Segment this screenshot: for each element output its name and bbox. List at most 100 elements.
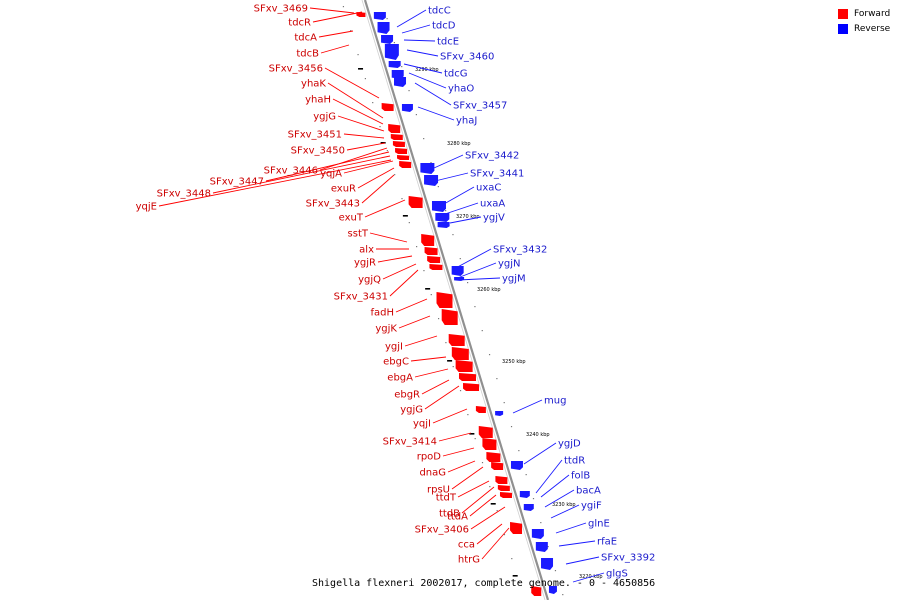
forward-leader-line <box>343 160 394 174</box>
reverse-gene-label: ygjD <box>558 439 581 450</box>
forward-gene-block <box>463 383 480 391</box>
track-dot <box>452 366 454 368</box>
forward-gene-block <box>455 360 473 372</box>
forward-leader-line <box>309 7 355 14</box>
reverse-gene-label: ygjV <box>483 213 505 224</box>
ruler-label: 3250 kbp <box>502 359 526 365</box>
track-dot <box>394 174 396 176</box>
ruler-label: 3240 kbp <box>526 432 550 438</box>
track-dot <box>445 342 447 344</box>
legend-reverse-swatch <box>838 24 848 34</box>
track-dot <box>386 18 388 20</box>
reverse-gene-label: SFxv_3442 <box>465 151 519 162</box>
track-dot <box>459 390 462 392</box>
legend: Forward Reverse <box>838 8 890 38</box>
forward-leader-line <box>318 30 354 38</box>
track-dot <box>540 522 542 524</box>
reverse-leader-line <box>457 277 501 281</box>
track-dot <box>393 42 396 44</box>
forward-leader-line <box>414 368 449 378</box>
track-dot <box>518 450 520 452</box>
legend-forward-swatch <box>838 9 848 19</box>
forward-leader-line <box>357 167 395 189</box>
legend-reverse: Reverse <box>838 23 890 35</box>
reverse-gene-block <box>495 411 504 416</box>
forward-gene-label: ebgC <box>383 357 409 368</box>
track-dot <box>342 6 345 8</box>
legend-forward-label: Forward <box>854 9 891 19</box>
forward-leader-line <box>398 315 431 329</box>
forward-gene-label: yqjE <box>136 202 157 213</box>
reverse-gene-block <box>451 266 464 276</box>
reverse-gene-block <box>373 12 386 20</box>
reverse-leader-line <box>401 24 431 34</box>
forward-leader-line <box>369 232 408 243</box>
reverse-gene-block <box>523 504 534 511</box>
track-dot <box>467 282 469 284</box>
forward-leader-line <box>470 506 506 530</box>
forward-gene-label: exuR <box>331 184 356 195</box>
forward-leader-line <box>343 133 385 139</box>
reverse-leader-line <box>449 216 482 224</box>
reverse-gene-block <box>510 461 523 470</box>
forward-gene-label: SFxv_3443 <box>306 199 360 210</box>
track-dot <box>481 330 483 332</box>
track-dot <box>437 186 439 188</box>
ruler-tick <box>490 503 496 505</box>
track-dot <box>415 114 417 116</box>
forward-gene-label: tdcA <box>294 33 317 44</box>
forward-gene-label: htrG <box>458 555 480 566</box>
legend-forward: Forward <box>838 8 890 20</box>
reverse-gene-label: uxaA <box>480 199 505 210</box>
forward-gene-block <box>392 141 405 147</box>
ruler-tick <box>512 575 518 577</box>
forward-gene-block <box>451 347 469 360</box>
forward-leader-line <box>312 11 363 23</box>
forward-leader-line <box>327 82 384 119</box>
forward-gene-label: ygjG <box>400 405 423 416</box>
forward-gene-label: SFxv_3414 <box>383 437 437 448</box>
reverse-leader-line <box>414 82 452 106</box>
track-dot <box>401 66 403 68</box>
forward-leader-line <box>377 255 413 263</box>
gene-labels: SFxv_3469 tdcR tdcA tdcB SFxv_3456 yhaK yhaH yg… <box>136 4 656 580</box>
reverse-gene-label: SFxv_3441 <box>470 169 524 180</box>
reverse-gene-block <box>381 35 394 44</box>
reverse-gene-label: ygiF <box>581 501 602 512</box>
reverse-leader-line <box>417 106 455 121</box>
track-dot <box>423 270 425 272</box>
forward-gene-label: SFxv_3451 <box>288 130 342 141</box>
forward-gene-label: dnaG <box>419 468 446 479</box>
reverse-gene-label: folB <box>571 471 590 482</box>
ruler-tick <box>358 68 364 70</box>
forward-gene-block <box>390 134 403 140</box>
track-dot <box>467 414 469 416</box>
track-dot <box>357 54 359 56</box>
track-dot <box>386 150 388 152</box>
forward-leader-line <box>382 263 417 280</box>
forward-leader-line <box>364 199 406 218</box>
forward-gene-label: sstT <box>348 229 369 240</box>
reverse-gene-block <box>541 558 554 570</box>
forward-leader-line <box>332 98 384 125</box>
forward-gene-block <box>356 12 366 17</box>
forward-leader-line <box>320 44 350 54</box>
ruler-tick <box>447 360 453 362</box>
forward-gene-block <box>448 334 465 346</box>
track-dot <box>496 510 498 512</box>
forward-gene-block <box>486 452 501 462</box>
track-dot <box>350 30 352 32</box>
forward-leader-line <box>442 447 475 457</box>
forward-gene-block <box>478 426 493 438</box>
forward-gene-label: exuT <box>339 213 364 224</box>
forward-leader-line <box>424 385 460 410</box>
reverse-leader-line <box>443 186 475 205</box>
reverse-leader-line <box>444 202 479 215</box>
forward-leader-line <box>319 147 388 171</box>
reverse-gene-block <box>388 61 401 68</box>
reverse-leader-line <box>512 399 543 414</box>
reverse-leader-line <box>550 504 580 519</box>
forward-leader-line <box>457 480 490 498</box>
track-dot <box>379 126 381 128</box>
reverse-gene-block <box>431 201 446 212</box>
